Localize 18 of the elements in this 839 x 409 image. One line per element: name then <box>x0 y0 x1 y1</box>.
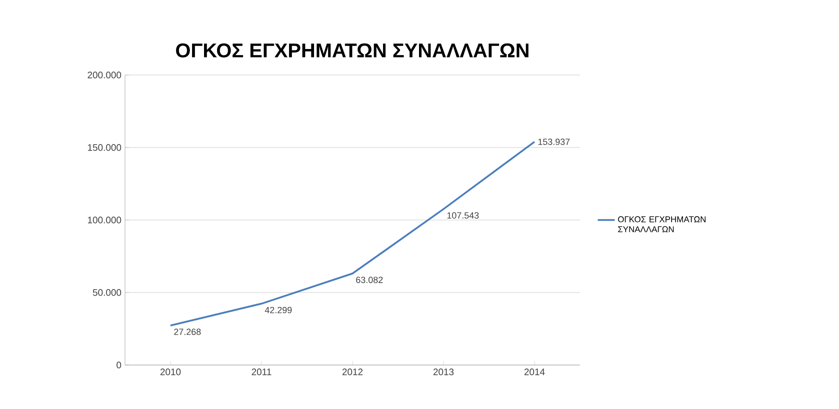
line-series <box>170 140 536 326</box>
y-tick-label: 0 <box>116 362 122 368</box>
x-tick-label: 2012 <box>342 368 363 376</box>
x-tick-label: 2011 <box>252 368 272 376</box>
legend-label: ΟΓΚΟΣ ΕΓΧΡΗΜΑΤΩΝ ΣΥΝΑΛΛΑΓΩΝ <box>618 216 706 232</box>
data-label: 42.299 <box>264 306 292 314</box>
y-tick-label: 150.000 <box>88 144 122 151</box>
data-label: 153.937 <box>538 138 570 145</box>
y-tick-label: 50.000 <box>92 289 122 296</box>
data-label: 107.543 <box>447 212 479 219</box>
y-tick-label: 100.000 <box>88 216 122 224</box>
data-label: 63.082 <box>356 276 383 284</box>
y-tick-label: 200.000 <box>88 72 122 78</box>
x-tick-label: 2014 <box>524 368 545 376</box>
x-tick-label: 2013 <box>433 368 454 376</box>
chart-title: ΟΓΚΟΣ ΕΓΧΡΗΜΑΤΩΝ ΣΥΝΑΛΛΑΓΩΝ <box>176 43 528 58</box>
x-tick-label: 2010 <box>160 368 181 376</box>
data-label: 27.268 <box>174 328 201 336</box>
